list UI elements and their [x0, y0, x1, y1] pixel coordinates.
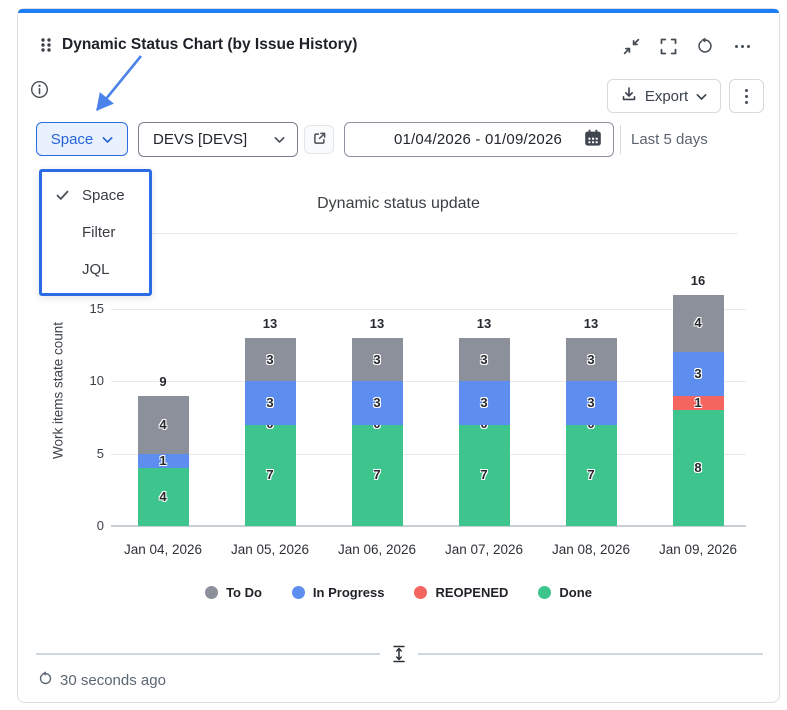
bar-segment-value: 1 — [138, 453, 189, 468]
legend-item-done[interactable]: Done — [538, 585, 592, 600]
bar-segment-value: 4 — [138, 489, 189, 504]
menu-item-jql[interactable]: JQL — [42, 251, 149, 288]
card-top-accent — [18, 9, 779, 13]
project-selector[interactable]: DEVS [DEVS] — [138, 122, 298, 157]
legend-label: Done — [559, 585, 592, 600]
bar-segment-value: 7 — [566, 467, 617, 482]
legend-item-reopened[interactable]: REOPENED — [414, 585, 508, 600]
y-tick-label-5: 5 — [58, 446, 104, 461]
menu-item-label: Space — [82, 187, 125, 204]
bar-total-label: 13 — [352, 316, 403, 331]
controls-divider — [620, 125, 621, 154]
bar-segment-value: 3 — [352, 352, 403, 367]
fullscreen-icon[interactable] — [659, 37, 677, 55]
legend-label: In Progress — [313, 585, 385, 600]
bar-segment-value: 3 — [245, 395, 296, 410]
bar-total-label: 13 — [459, 316, 510, 331]
drag-handle[interactable] — [40, 37, 52, 53]
legend-dot — [292, 586, 305, 599]
bar-segment-value: 3 — [566, 352, 617, 367]
date-range-input[interactable]: 01/04/2026 - 01/09/2026 — [344, 122, 614, 157]
menu-item-space[interactable]: Space — [42, 177, 149, 214]
scope-dropdown-menu: Space Filter JQL — [39, 169, 152, 296]
info-icon[interactable] — [30, 80, 49, 99]
vertical-resize-handle[interactable] — [388, 645, 410, 663]
date-range-value: 01/04/2026 - 01/09/2026 — [373, 131, 583, 148]
refresh-small-icon — [38, 671, 53, 690]
resize-row — [18, 645, 781, 663]
chevron-down-icon — [102, 131, 113, 148]
bar-segment-value: 3 — [566, 395, 617, 410]
legend-item-in-progress[interactable]: In Progress — [292, 585, 385, 600]
external-link-icon — [312, 131, 327, 149]
x-tick-label: Jan 05, 2026 — [215, 542, 325, 557]
chevron-down-icon — [274, 131, 285, 148]
export-label: Export — [645, 88, 688, 105]
bar-segment-value: 4 — [673, 315, 724, 330]
last-updated-status: 30 seconds ago — [38, 671, 166, 690]
open-external-button[interactable] — [304, 125, 334, 154]
resize-line-right — [418, 653, 763, 655]
scope-selector-button[interactable]: Space — [36, 122, 128, 156]
bar-segment-value: 4 — [138, 417, 189, 432]
gridline-15 — [111, 309, 746, 310]
more-options-icon[interactable] — [733, 37, 751, 55]
menu-item-filter[interactable]: Filter — [42, 214, 149, 251]
y-tick-label-0: 0 — [58, 518, 104, 533]
bar-segment-value: 3 — [459, 395, 510, 410]
last-updated-text: 30 seconds ago — [60, 672, 166, 689]
widget-menu-button[interactable] — [729, 79, 764, 113]
bar-segment-value: 7 — [459, 467, 510, 482]
bar-total-label: 16 — [673, 273, 724, 288]
legend-label: To Do — [226, 585, 262, 600]
gridline-5 — [111, 454, 746, 455]
check-icon — [42, 190, 82, 201]
chart-legend: To Do In Progress REOPENED Done — [18, 585, 779, 600]
y-tick-label-15: 15 — [58, 301, 104, 316]
chart-widget-card: Dynamic Status Chart (by Issue History) — [17, 8, 780, 703]
calendar-icon — [583, 128, 603, 152]
menu-item-label: JQL — [82, 261, 110, 278]
x-tick-label: Jan 07, 2026 — [429, 542, 539, 557]
page: Dynamic Status Chart (by Issue History) — [0, 0, 787, 710]
x-tick-label: Jan 04, 2026 — [108, 542, 218, 557]
legend-item-to-do[interactable]: To Do — [205, 585, 262, 600]
download-icon — [621, 86, 637, 106]
kebab-icon — [745, 89, 748, 104]
x-tick-label: Jan 09, 2026 — [643, 542, 753, 557]
legend-dot — [205, 586, 218, 599]
x-tick-label: Jan 06, 2026 — [322, 542, 432, 557]
resize-line-left — [36, 653, 380, 655]
bar-segment-value: 3 — [245, 352, 296, 367]
collapse-icon[interactable] — [622, 37, 640, 55]
range-hint-label: Last 5 days — [631, 131, 708, 148]
widget-title: Dynamic Status Chart (by Issue History) — [62, 36, 357, 54]
legend-label: REOPENED — [435, 585, 508, 600]
bar-total-label: 9 — [138, 374, 189, 389]
bar-segment-value: 7 — [245, 467, 296, 482]
refresh-icon[interactable] — [696, 37, 714, 55]
export-button[interactable]: Export — [607, 79, 721, 113]
scope-selector-label: Space — [51, 131, 94, 148]
gridline-10 — [111, 381, 746, 382]
bar-segment-value: 3 — [673, 366, 724, 381]
x-axis-baseline — [111, 525, 746, 527]
bar-segment-value: 7 — [352, 467, 403, 482]
legend-dot — [414, 586, 427, 599]
bar-segment-value: 8 — [673, 460, 724, 475]
bar-segment-value: 1 — [673, 395, 724, 410]
legend-dot — [538, 586, 551, 599]
bar-segment-value: 3 — [352, 395, 403, 410]
project-selector-value: DEVS [DEVS] — [153, 131, 274, 148]
header-icons — [622, 37, 751, 55]
bar-segment-value: 3 — [459, 352, 510, 367]
y-tick-label-10: 10 — [58, 373, 104, 388]
bar-total-label: 13 — [566, 316, 617, 331]
menu-item-label: Filter — [82, 224, 115, 241]
x-tick-label: Jan 08, 2026 — [536, 542, 646, 557]
bar-total-label: 13 — [245, 316, 296, 331]
chevron-down-icon — [696, 88, 707, 105]
